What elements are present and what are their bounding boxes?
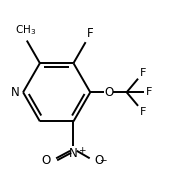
Text: F: F xyxy=(146,87,153,97)
Text: CH$_3$: CH$_3$ xyxy=(15,23,36,37)
Text: N: N xyxy=(11,86,20,99)
Text: F: F xyxy=(86,27,93,40)
Text: F: F xyxy=(139,68,146,78)
Text: O: O xyxy=(42,154,51,167)
Text: +: + xyxy=(78,146,85,155)
Text: −: − xyxy=(99,155,106,164)
Text: O: O xyxy=(104,86,114,99)
Text: N: N xyxy=(69,146,78,160)
Text: O: O xyxy=(94,154,103,167)
Text: F: F xyxy=(139,107,146,117)
